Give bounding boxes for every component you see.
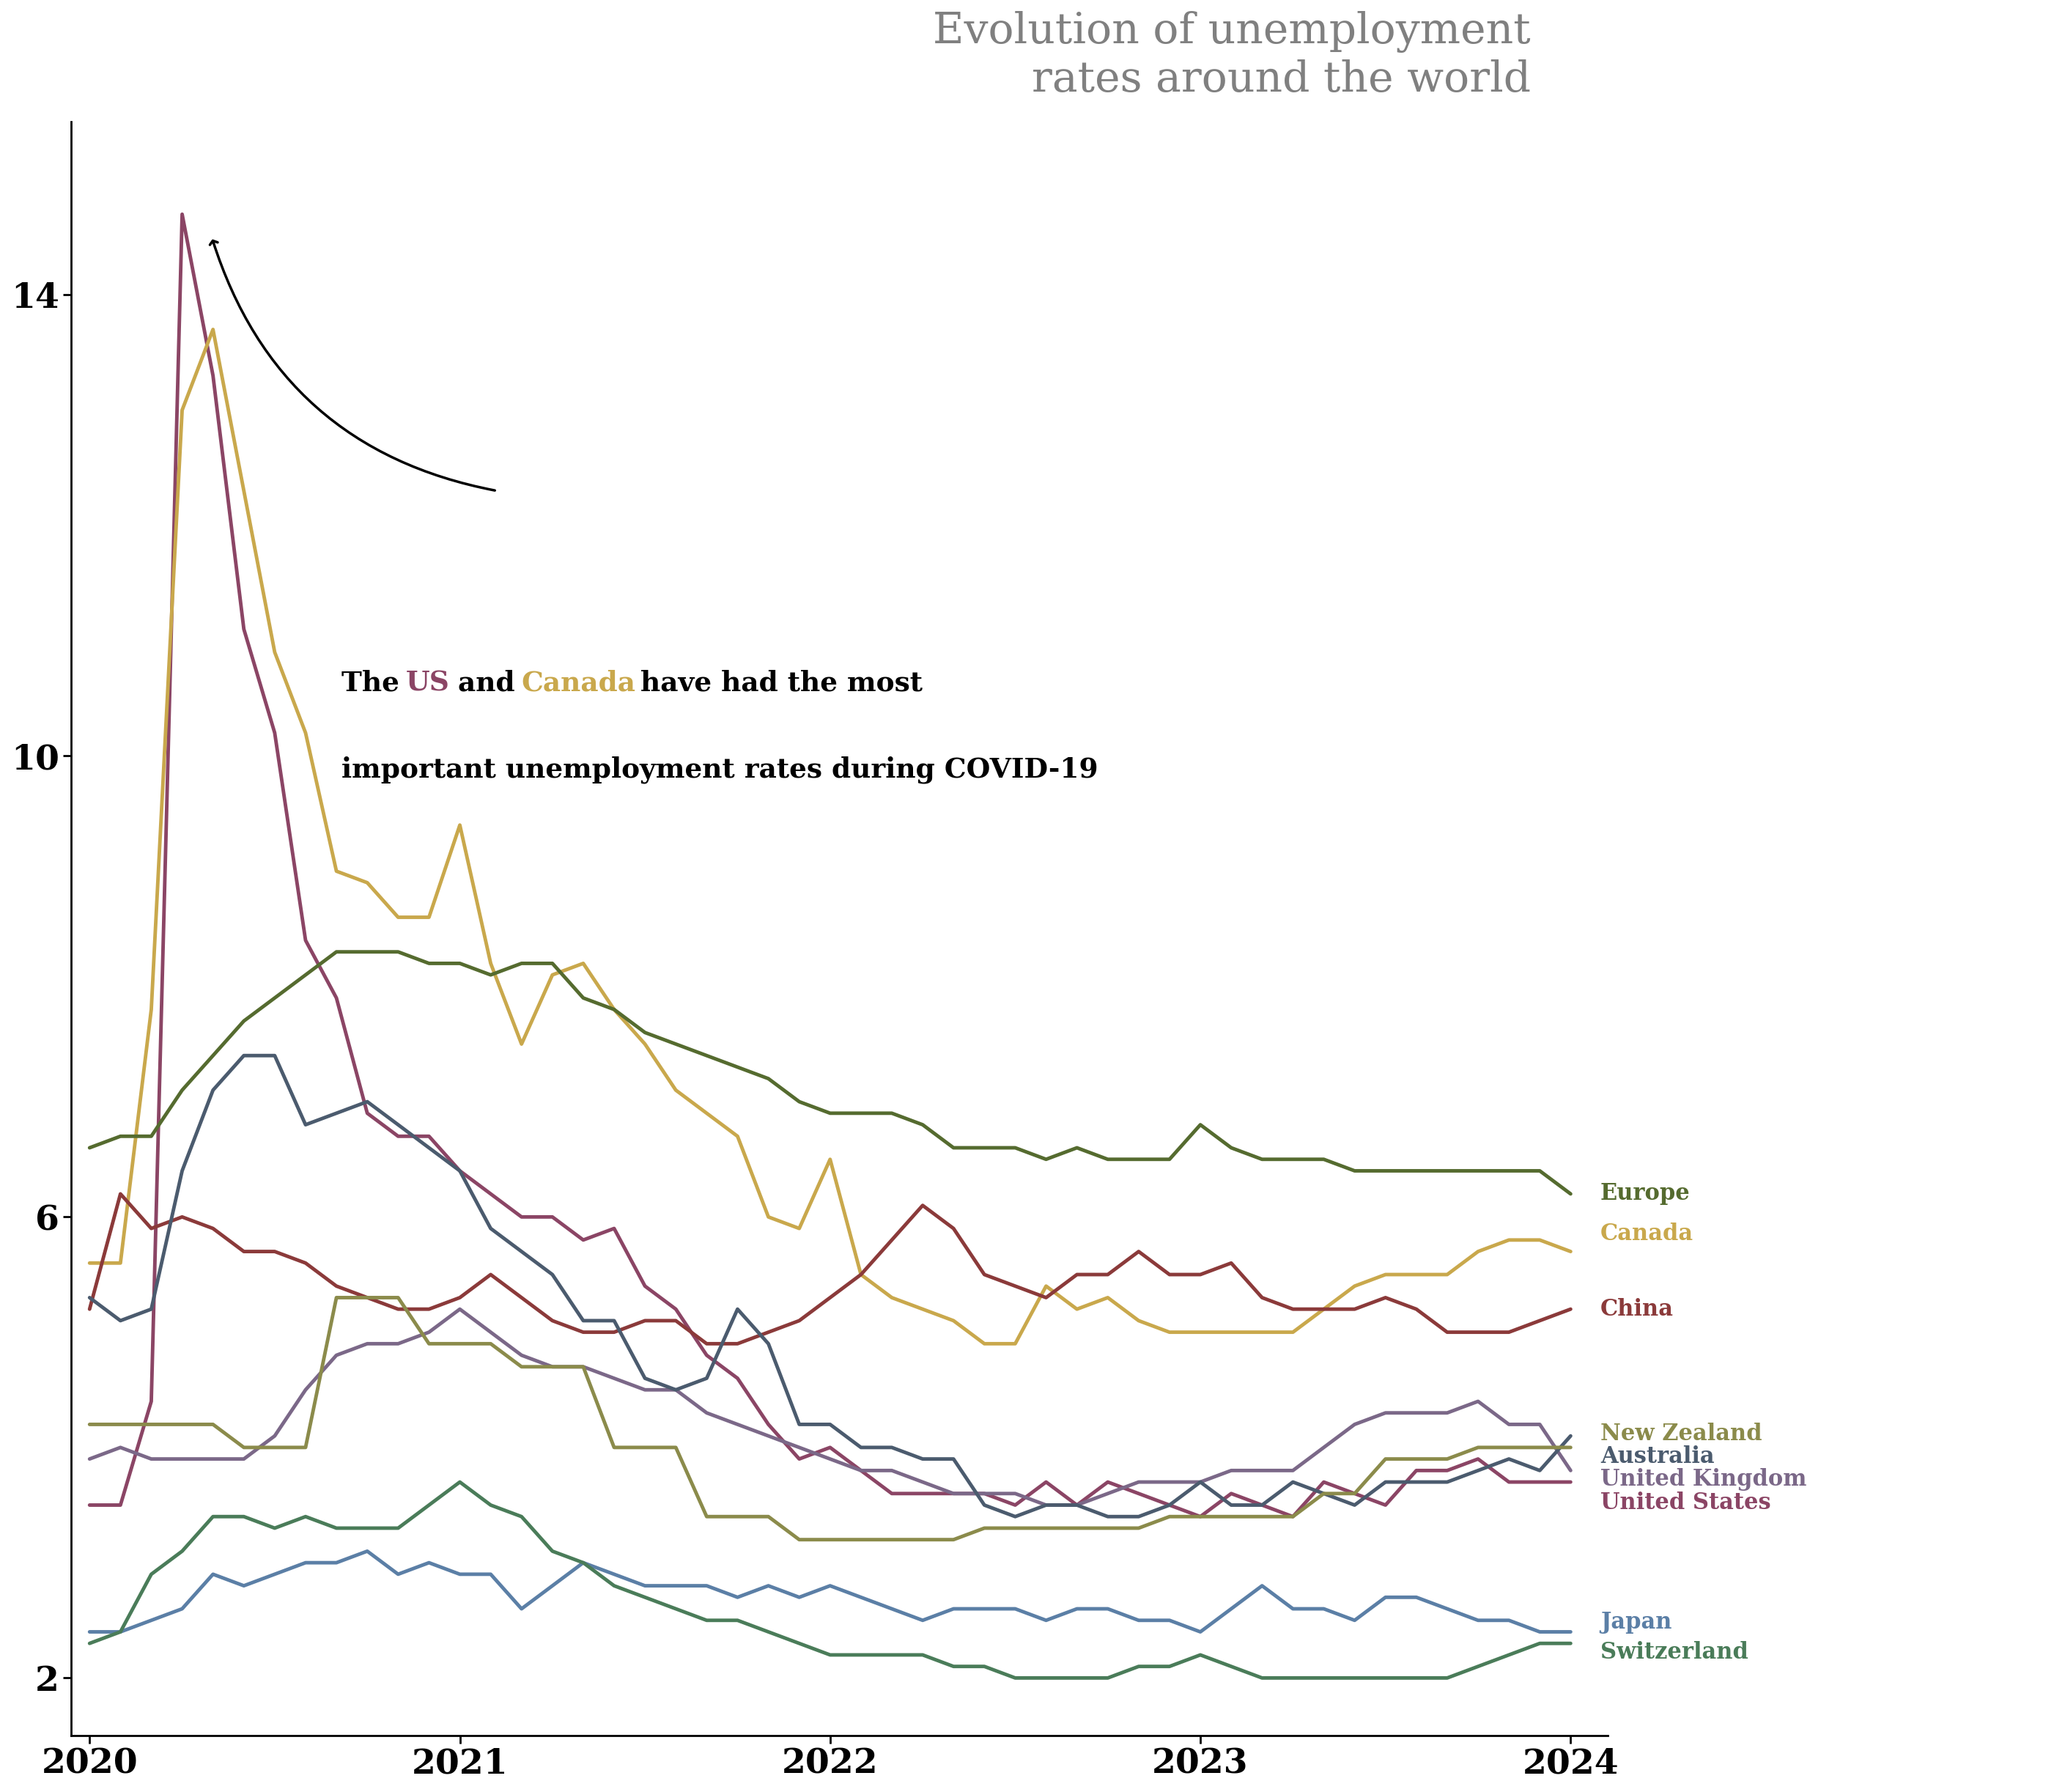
Text: Australia: Australia — [1600, 1446, 1714, 1468]
Text: Canada: Canada — [1600, 1222, 1693, 1245]
Text: have had the most: have had the most — [630, 670, 923, 697]
Text: Japan: Japan — [1600, 1611, 1673, 1634]
Text: and: and — [448, 670, 525, 697]
Text: The: The — [341, 670, 409, 697]
Text: United States: United States — [1600, 1491, 1770, 1514]
Text: important unemployment rates during COVID-19: important unemployment rates during COVI… — [341, 756, 1099, 783]
Text: Canada: Canada — [520, 670, 636, 697]
Text: Europe: Europe — [1600, 1183, 1689, 1206]
Text: Evolution of unemployment
rates around the world: Evolution of unemployment rates around t… — [933, 11, 1530, 100]
Text: China: China — [1600, 1297, 1673, 1321]
Text: US: US — [407, 670, 450, 697]
Text: New Zealand: New Zealand — [1600, 1423, 1761, 1444]
Text: Switzerland: Switzerland — [1600, 1641, 1749, 1665]
Text: United Kingdom: United Kingdom — [1600, 1468, 1807, 1491]
